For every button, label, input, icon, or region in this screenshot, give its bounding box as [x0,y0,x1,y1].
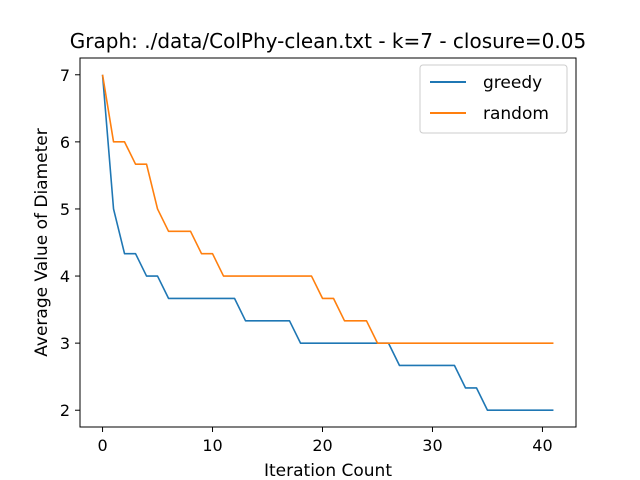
y-tick-label: 7 [60,66,70,85]
y-tick-label: 4 [60,267,70,286]
legend-label-random: random [483,104,549,124]
x-tick-label: 10 [202,436,222,455]
y-tick-label: 3 [60,334,70,353]
ticks-layer: 0 10 20 30 40 2 3 4 5 6 7 [60,66,553,455]
legend: greedy random [419,64,568,134]
series-line-random [101,74,554,344]
plot-frame [79,57,577,428]
x-tick-label: 0 [97,436,107,455]
legend-label-greedy: greedy [483,73,542,93]
x-tick-label: 30 [422,436,442,455]
y-tick-label: 5 [60,200,70,219]
y-tick-label: 2 [60,401,70,420]
y-tick-label: 6 [60,133,70,152]
chart-title: Graph: ./data/ColPhy-clean.txt - k=7 - c… [70,29,586,53]
x-axis-label: Iteration Count [264,461,392,480]
x-tick-label: 20 [312,436,332,455]
series-layer [101,74,554,412]
x-tick-label: 40 [532,436,552,455]
y-axis-label: Average Value of Diameter [32,128,52,356]
series-line-greedy [101,74,554,412]
